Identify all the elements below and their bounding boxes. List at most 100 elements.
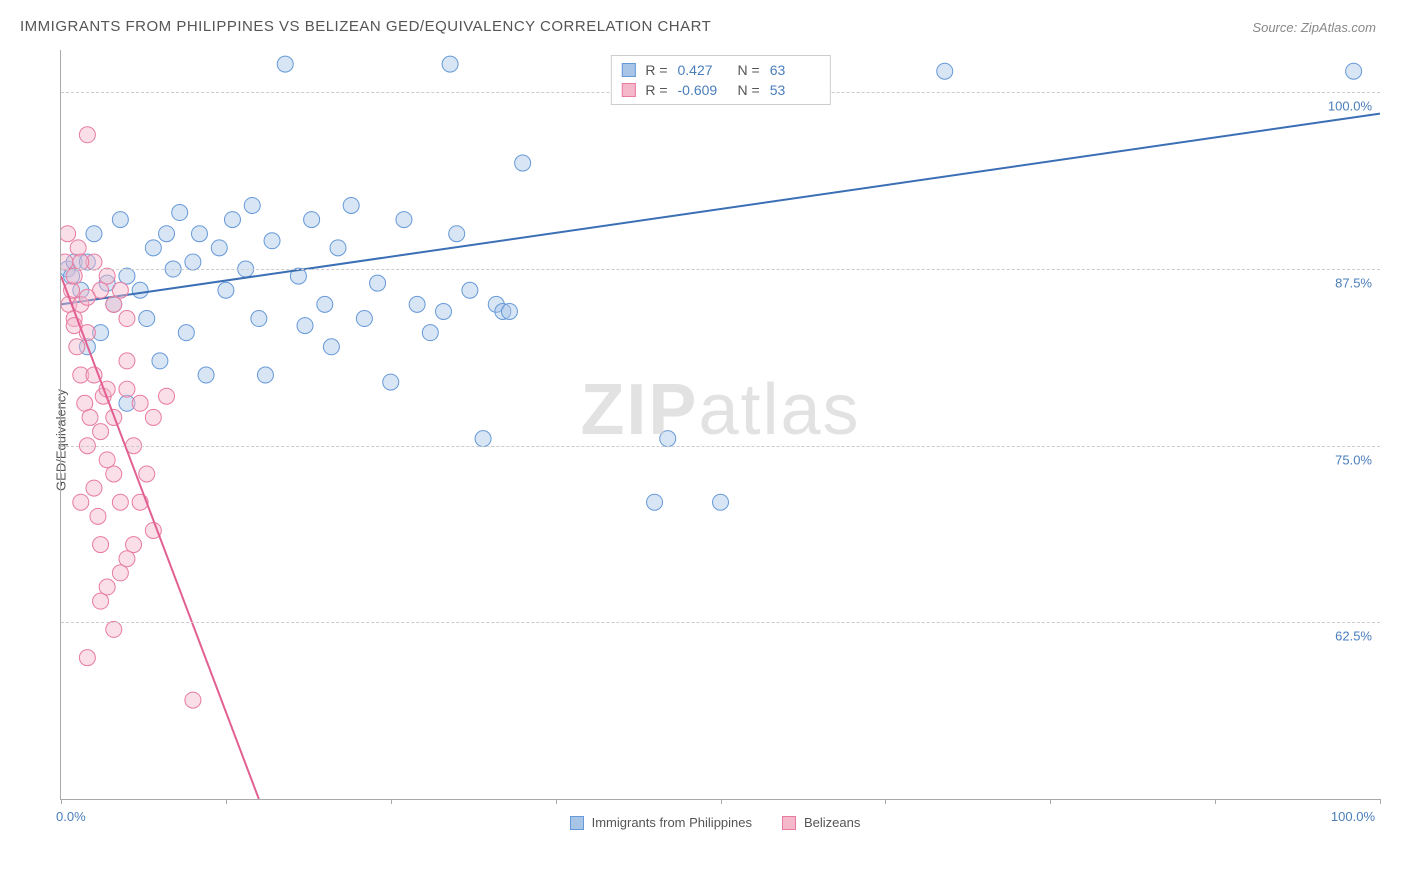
data-point <box>198 367 214 383</box>
data-point <box>93 424 109 440</box>
bottom-legend: Immigrants from Philippines Belizeans <box>50 815 1380 830</box>
data-point <box>106 466 122 482</box>
data-point <box>73 494 89 510</box>
data-point <box>99 268 115 284</box>
data-point <box>119 353 135 369</box>
data-point <box>343 197 359 213</box>
data-point <box>178 325 194 341</box>
data-point <box>82 409 98 425</box>
data-point <box>515 155 531 171</box>
data-point <box>297 318 313 334</box>
data-point <box>119 311 135 327</box>
legend-swatch-pink <box>782 816 796 830</box>
data-point <box>112 282 128 298</box>
data-point <box>70 240 86 256</box>
legend-swatch-blue <box>621 63 635 77</box>
data-point <box>69 339 85 355</box>
data-point <box>501 303 517 319</box>
data-point <box>93 537 109 553</box>
data-point <box>218 282 234 298</box>
r-value-series1: 0.427 <box>678 62 728 78</box>
data-point <box>119 268 135 284</box>
data-point <box>79 650 95 666</box>
legend-item-series1: Immigrants from Philippines <box>570 815 752 830</box>
r-label: R = <box>645 62 667 78</box>
data-point <box>370 275 386 291</box>
data-point <box>244 197 260 213</box>
data-point <box>61 226 76 242</box>
legend-item-series2: Belizeans <box>782 815 860 830</box>
data-point <box>61 254 73 270</box>
data-point <box>159 388 175 404</box>
data-point <box>422 325 438 341</box>
legend-swatch-blue <box>570 816 584 830</box>
stats-legend: R = 0.427 N = 63 R = -0.609 N = 53 <box>610 55 830 105</box>
n-label: N = <box>738 62 760 78</box>
data-point <box>330 240 346 256</box>
plot-region: ZIPatlas R = 0.427 N = 63 R = -0.609 N =… <box>60 50 1380 800</box>
stats-row-series1: R = 0.427 N = 63 <box>621 60 819 80</box>
data-point <box>99 579 115 595</box>
y-tick-label: 75.0% <box>1335 452 1372 467</box>
data-point <box>77 395 93 411</box>
legend-label-series2: Belizeans <box>804 815 860 830</box>
data-point <box>90 508 106 524</box>
data-point <box>224 212 240 228</box>
r-value-series2: -0.609 <box>678 82 728 98</box>
data-point <box>937 63 953 79</box>
data-point <box>145 409 161 425</box>
data-point <box>251 311 267 327</box>
data-point <box>139 466 155 482</box>
y-tick-label: 62.5% <box>1335 629 1372 644</box>
data-point <box>436 303 452 319</box>
source-attribution: Source: ZipAtlas.com <box>1252 20 1376 35</box>
stats-row-series2: R = -0.609 N = 53 <box>621 80 819 100</box>
data-point <box>647 494 663 510</box>
data-point <box>152 353 168 369</box>
data-point <box>211 240 227 256</box>
n-value-series1: 63 <box>770 62 820 78</box>
n-value-series2: 53 <box>770 82 820 98</box>
data-point <box>475 431 491 447</box>
plot-svg <box>61 50 1380 799</box>
data-point <box>304 212 320 228</box>
data-point <box>442 56 458 72</box>
data-point <box>264 233 280 249</box>
legend-label-series1: Immigrants from Philippines <box>592 815 752 830</box>
data-point <box>1346 63 1362 79</box>
data-point <box>713 494 729 510</box>
data-point <box>99 452 115 468</box>
data-point <box>191 226 207 242</box>
data-point <box>323 339 339 355</box>
data-point <box>317 296 333 312</box>
data-point <box>126 537 142 553</box>
data-point <box>132 395 148 411</box>
data-point <box>185 692 201 708</box>
y-tick-label: 87.5% <box>1335 276 1372 291</box>
data-point <box>73 254 89 270</box>
data-point <box>106 621 122 637</box>
data-point <box>185 254 201 270</box>
data-point <box>86 226 102 242</box>
data-point <box>172 205 188 221</box>
data-point <box>257 367 273 383</box>
data-point <box>277 56 293 72</box>
data-point <box>383 374 399 390</box>
chart-title: IMMIGRANTS FROM PHILIPPINES VS BELIZEAN … <box>20 18 711 35</box>
data-point <box>660 431 676 447</box>
data-point <box>106 296 122 312</box>
chart-area: GED/Equivalency ZIPatlas R = 0.427 N = 6… <box>50 50 1380 830</box>
data-point <box>112 212 128 228</box>
data-point <box>112 494 128 510</box>
data-point <box>409 296 425 312</box>
data-point <box>396 212 412 228</box>
data-point <box>449 226 465 242</box>
y-tick-label: 100.0% <box>1328 99 1372 114</box>
data-point <box>79 289 95 305</box>
data-point <box>86 480 102 496</box>
data-point <box>356 311 372 327</box>
r-label: R = <box>645 82 667 98</box>
source-value: ZipAtlas.com <box>1301 20 1376 35</box>
data-point <box>159 226 175 242</box>
data-point <box>93 593 109 609</box>
